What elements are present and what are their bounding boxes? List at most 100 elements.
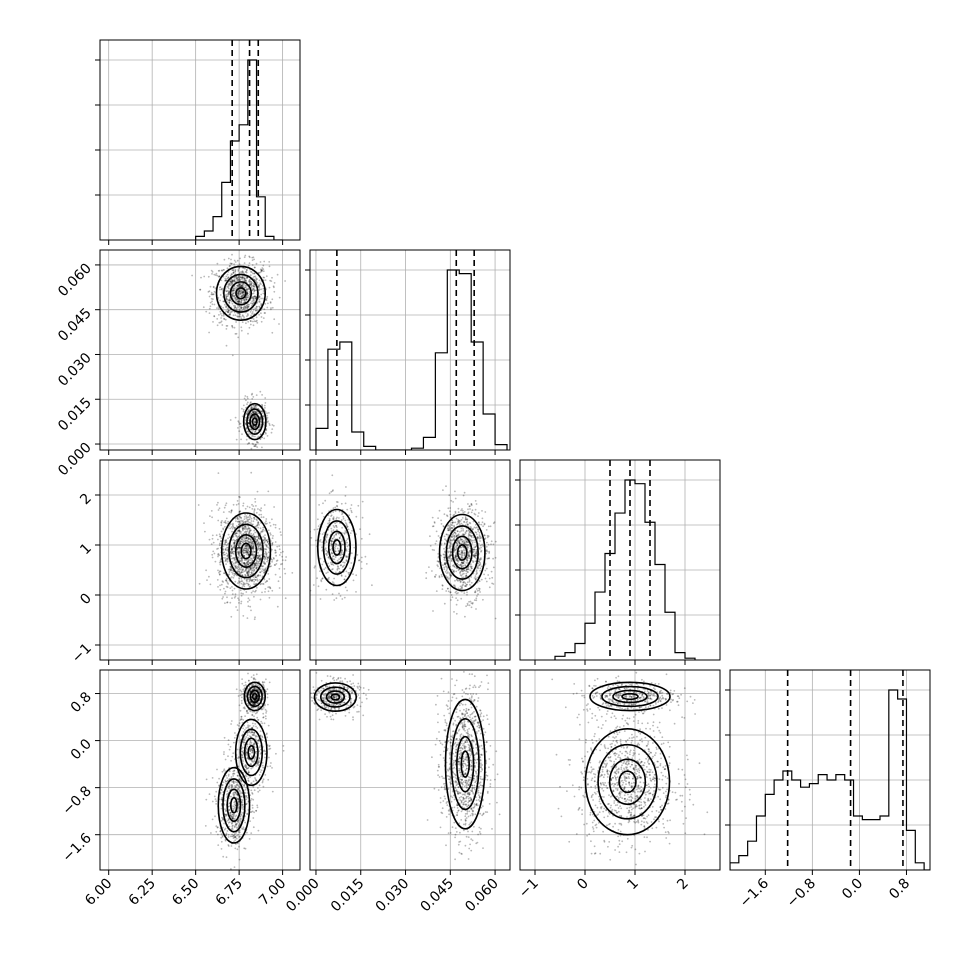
sample-point xyxy=(238,551,240,554)
sample-point xyxy=(243,307,245,309)
sample-point xyxy=(262,317,265,319)
sample-point xyxy=(453,611,455,613)
sample-point xyxy=(228,291,230,294)
sample-point xyxy=(222,596,225,598)
sample-point xyxy=(221,597,224,600)
sample-point xyxy=(221,269,224,272)
sample-point xyxy=(259,571,262,574)
sample-point xyxy=(249,274,252,277)
sample-point xyxy=(447,529,450,532)
sample-point xyxy=(224,526,226,528)
sample-point xyxy=(246,315,248,318)
sample-point xyxy=(454,510,457,513)
sample-point xyxy=(254,426,257,429)
sample-point xyxy=(248,521,251,524)
sample-point xyxy=(469,531,472,534)
sample-point xyxy=(248,442,250,444)
sample-point xyxy=(241,295,244,298)
sample-point xyxy=(453,525,455,528)
sample-point xyxy=(223,572,225,575)
sample-point xyxy=(241,746,244,749)
sample-point xyxy=(258,746,261,749)
sample-point xyxy=(461,561,463,563)
sample-point xyxy=(239,547,242,549)
sample-point xyxy=(253,789,256,792)
sample-point xyxy=(318,539,321,542)
sample-point xyxy=(260,548,262,550)
sample-point xyxy=(246,745,249,748)
sample-point xyxy=(258,547,261,550)
sample-point xyxy=(212,293,215,296)
sample-point xyxy=(238,530,241,532)
sample-point xyxy=(264,568,266,571)
sample-point xyxy=(257,541,260,544)
sample-point xyxy=(230,262,233,265)
sample-point xyxy=(239,522,242,524)
sample-point xyxy=(245,299,248,301)
sample-point xyxy=(460,556,463,559)
sample-point xyxy=(334,556,337,559)
sample-point xyxy=(483,534,486,537)
sample-point xyxy=(251,760,254,762)
sample-point xyxy=(244,559,246,561)
sample-point xyxy=(478,589,481,592)
sample-point xyxy=(241,291,243,294)
sample-point xyxy=(458,550,461,553)
sample-point xyxy=(243,540,246,543)
sample-point xyxy=(251,435,253,437)
sample-point xyxy=(480,557,482,559)
sample-point xyxy=(260,507,263,510)
sample-point xyxy=(265,298,267,301)
sample-point xyxy=(260,288,263,291)
sample-point xyxy=(474,546,477,548)
sample-point xyxy=(262,684,265,687)
sample-point xyxy=(218,507,221,510)
sample-point xyxy=(263,437,266,440)
sample-point xyxy=(264,312,266,314)
sample-point xyxy=(468,521,471,524)
sample-point xyxy=(473,548,476,551)
sample-point xyxy=(225,522,227,524)
sample-point xyxy=(344,522,347,524)
sample-point xyxy=(342,543,344,546)
sample-point xyxy=(264,550,267,553)
sample-point xyxy=(271,518,273,521)
sample-point xyxy=(486,550,489,553)
sample-point xyxy=(465,585,468,588)
sample-point xyxy=(264,756,266,759)
sample-point xyxy=(227,285,230,288)
sample-point xyxy=(242,283,245,286)
sample-point xyxy=(253,566,256,568)
sample-point xyxy=(257,429,260,432)
sample-point xyxy=(231,523,234,526)
sample-point xyxy=(476,537,479,540)
sample-point xyxy=(453,571,455,573)
sample-point xyxy=(477,528,479,531)
sample-point xyxy=(332,558,334,561)
sample-point xyxy=(328,519,331,522)
sample-point xyxy=(327,522,329,525)
sample-point xyxy=(258,691,261,694)
sample-point xyxy=(232,546,235,549)
sample-point xyxy=(225,298,228,301)
sample-point xyxy=(281,555,284,558)
sample-point xyxy=(256,281,259,284)
sample-point xyxy=(251,579,254,582)
sample-point xyxy=(242,276,244,279)
sample-point xyxy=(237,279,239,281)
sample-point xyxy=(226,267,229,270)
sample-point xyxy=(260,565,263,567)
sample-point xyxy=(218,542,221,545)
sample-point xyxy=(443,542,446,545)
sample-point xyxy=(233,263,236,265)
sample-point xyxy=(453,550,455,553)
sample-point xyxy=(331,552,334,555)
sample-point xyxy=(199,288,202,291)
sample-point xyxy=(237,420,240,423)
sample-point xyxy=(244,305,247,308)
sample-point xyxy=(251,547,254,550)
sample-point xyxy=(460,561,463,564)
sample-point xyxy=(332,517,334,520)
sample-point xyxy=(243,305,246,308)
sample-point xyxy=(265,548,268,551)
